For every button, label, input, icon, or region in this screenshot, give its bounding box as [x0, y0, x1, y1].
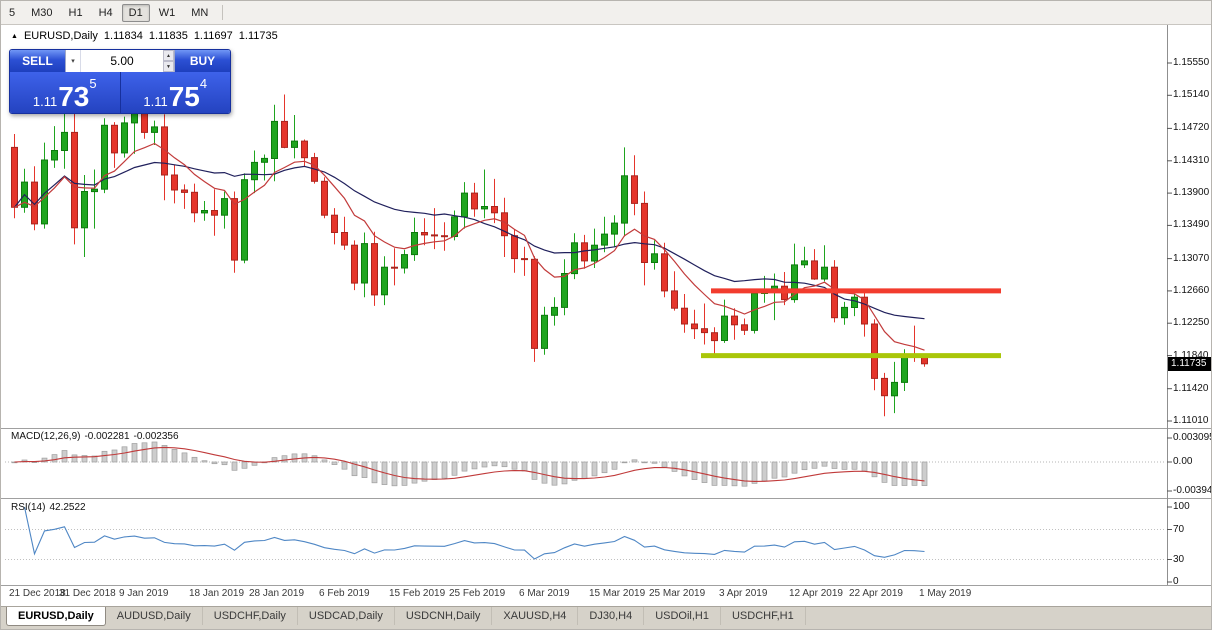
date-label: 15 Feb 2019 — [389, 588, 446, 599]
rsi-name: RSI(14) — [11, 502, 46, 513]
chart-tabs: EURUSD,Daily AUDUSD,Daily USDCHF,Daily USDC… — [1, 606, 1211, 629]
spin-up-icon: ▲ — [163, 50, 174, 61]
price-scale-label: 1.13070 — [1173, 252, 1210, 264]
rsi-value: 42.2522 — [49, 502, 86, 513]
volume-stepper[interactable]: ▲ ▼ — [163, 50, 175, 72]
timeframe-button-d1[interactable]: D1 — [121, 3, 150, 22]
macd-main-value: -0.002281 — [84, 431, 130, 442]
date-label: 9 Jan 2019 — [119, 588, 169, 599]
timeframe-button-5[interactable]: 5 — [9, 6, 16, 19]
tab-usdchf-h1[interactable]: USDCHF,H1 — [721, 607, 806, 625]
current-price-badge: 1.11735 — [1168, 356, 1211, 371]
tab-eurusd-daily[interactable]: EURUSD,Daily — [6, 607, 106, 626]
date-label: 15 Mar 2019 — [589, 588, 646, 599]
chart-title: ▲ EURUSD,Daily 1.11834 1.11835 1.11697 1… — [11, 30, 278, 42]
tab-xauusd-h4[interactable]: XAUUSD,H4 — [492, 607, 579, 625]
toolbar-separator — [222, 5, 224, 20]
rsi-scale-label: 30 — [1173, 553, 1185, 565]
date-label: 6 Feb 2019 — [319, 588, 370, 599]
price-scale-label: 1.12250 — [1173, 317, 1210, 329]
macd-label: MACD(12,26,9) -0.002281 -0.002356 — [11, 431, 179, 442]
sell-price[interactable]: 1.11 73 5 — [10, 72, 120, 113]
date-label: 28 Jan 2019 — [249, 588, 305, 599]
date-label: 21 Dec 2018 — [9, 588, 66, 599]
chart-symbol: EURUSD,Daily — [23, 30, 98, 42]
rsi-scale-label: 70 — [1173, 523, 1185, 535]
tab-usdcad-daily[interactable]: USDCAD,Daily — [298, 607, 395, 625]
one-click-trading-panel: SELL ▾ 5.00 ▲ ▼ BUY 1.11 73 5 1.11 75 4 — [9, 49, 231, 114]
timeframe-button-m30[interactable]: M30 — [31, 6, 53, 19]
buy-price[interactable]: 1.11 75 4 — [121, 72, 231, 113]
date-label: 22 Apr 2019 — [849, 588, 903, 599]
date-label: 31 Dec 2018 — [59, 588, 116, 599]
date-label: 3 Apr 2019 — [719, 588, 768, 599]
sell-price-big: 73 — [58, 80, 90, 112]
timeframe-button-mn[interactable]: MN — [191, 6, 209, 19]
rsi-scale-label: 100 — [1173, 501, 1190, 512]
date-label: 25 Feb 2019 — [449, 588, 506, 599]
date-label: 12 Apr 2019 — [789, 588, 843, 599]
price-scale-label: 1.14310 — [1173, 154, 1210, 166]
ohlc-open: 1.11834 — [103, 30, 143, 42]
timeframe-button-h4[interactable]: H4 — [98, 6, 113, 19]
date-label: 1 May 2019 — [919, 588, 972, 599]
volume-dropdown[interactable]: ▾ — [65, 50, 80, 72]
buy-price-sup: 4 — [199, 76, 208, 91]
tab-dj30-h4[interactable]: DJ30,H4 — [578, 607, 645, 625]
sell-price-sup: 5 — [89, 76, 97, 91]
macd-signal-value: -0.002356 — [133, 431, 179, 442]
sell-price-base: 1.11 — [32, 94, 58, 109]
tab-usdchf-daily[interactable]: USDCHF,Daily — [203, 607, 298, 625]
ohlc-high: 1.11835 — [148, 30, 188, 42]
spin-down-icon: ▼ — [163, 61, 174, 72]
tab-usdcnh-daily[interactable]: USDCNH,Daily — [395, 607, 493, 625]
ohlc-close: 1.11735 — [238, 30, 278, 42]
price-scale-label: 1.15140 — [1173, 89, 1210, 101]
rsi-scale-label: 0 — [1173, 576, 1179, 587]
trade-controls-row: SELL ▾ 5.00 ▲ ▼ BUY — [10, 50, 230, 72]
buy-price-big: 75 — [168, 80, 200, 112]
sell-button[interactable]: SELL — [10, 50, 65, 72]
timeframe-button-h1[interactable]: H1 — [68, 6, 83, 19]
price-scale-label: 1.11010 — [1173, 415, 1209, 426]
rsi-label: RSI(14) 42.2522 — [11, 502, 86, 513]
price-scale-label: 1.13900 — [1173, 187, 1210, 199]
volume-input[interactable]: 5.00 — [80, 50, 163, 72]
price-scale-label: 1.11420 — [1173, 382, 1209, 394]
date-label: 6 Mar 2019 — [519, 588, 570, 599]
chevron-down-icon: ▾ — [71, 58, 75, 65]
price-scale-label: 1.13490 — [1173, 219, 1210, 231]
price-scale-label: 1.14720 — [1173, 122, 1210, 134]
collapse-icon[interactable]: ▲ — [11, 32, 18, 40]
macd-name: MACD(12,26,9) — [11, 431, 81, 442]
macd-scale-label: -0.003947 — [1173, 485, 1212, 496]
trade-prices-row: 1.11 73 5 1.11 75 4 — [10, 72, 230, 113]
price-divider — [119, 72, 121, 113]
buy-price-base: 1.11 — [143, 94, 168, 109]
price-scale-label: 1.15550 — [1173, 57, 1210, 68]
ohlc-low: 1.11697 — [193, 30, 233, 42]
tab-audusd-daily[interactable]: AUDUSD,Daily — [106, 607, 203, 625]
price-scale-label: 1.12660 — [1173, 284, 1210, 296]
date-label: 25 Mar 2019 — [649, 588, 706, 599]
timeframe-button-w1[interactable]: W1 — [158, 6, 176, 19]
timeframe-toolbar: 5 M30 H1 H4 D1 W1 MN — [1, 1, 1211, 25]
date-label: 18 Jan 2019 — [189, 588, 245, 599]
buy-button[interactable]: BUY — [175, 50, 230, 72]
macd-scale-label: 0.003095 — [1173, 432, 1212, 443]
macd-scale-label: 0.00 — [1173, 456, 1193, 467]
price-scale-label: 1.11840 — [1173, 349, 1209, 361]
tab-usdoil-h1[interactable]: USDOil,H1 — [644, 607, 721, 625]
